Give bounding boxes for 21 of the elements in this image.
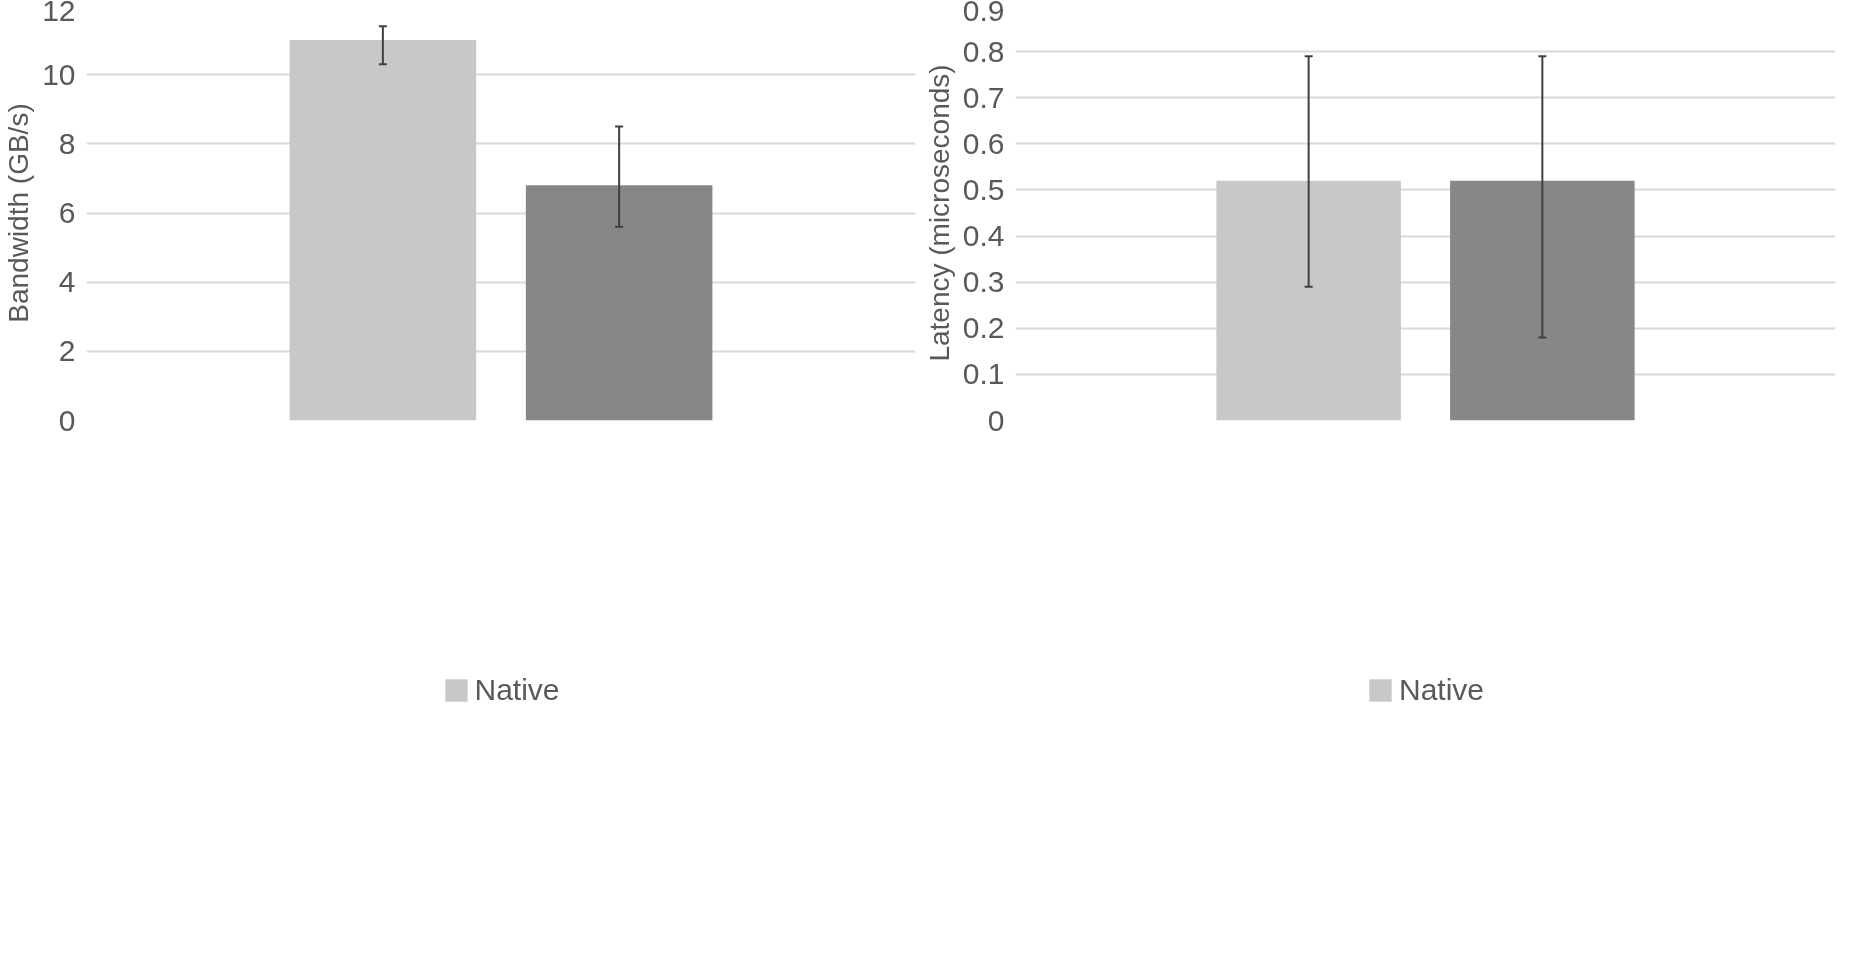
y-tick-label: 0 <box>58 403 76 437</box>
y-tick-label: 0.7 <box>962 80 1005 114</box>
y-tick-label: 0.9 <box>962 0 1005 27</box>
y-tick-label: 4 <box>58 265 76 299</box>
y-axis-title: Bandwidth (GB/s) <box>3 103 35 323</box>
y-tick-label: 0.1 <box>962 357 1005 391</box>
y-tick-label: 0.6 <box>962 126 1005 160</box>
y-tick-label: 8 <box>58 126 76 160</box>
legend-label: Native <box>1398 673 1485 707</box>
y-tick-label: 10 <box>42 57 76 91</box>
y-tick-label: 0.5 <box>962 172 1005 206</box>
y-tick-label: 0.8 <box>962 34 1005 68</box>
y-tick-label: 0.4 <box>962 219 1005 253</box>
legend-label: Native <box>474 673 560 707</box>
y-tick-label: 12 <box>42 0 76 27</box>
y-axis-title: Latency (microseconds) <box>923 64 955 362</box>
y-tick-label: 0.3 <box>962 265 1005 299</box>
y-tick-label: 6 <box>58 196 76 229</box>
y-tick-label: 2 <box>58 334 76 368</box>
y-tick-label: 0.2 <box>962 311 1005 345</box>
y-tick-label: 0 <box>987 403 1005 437</box>
